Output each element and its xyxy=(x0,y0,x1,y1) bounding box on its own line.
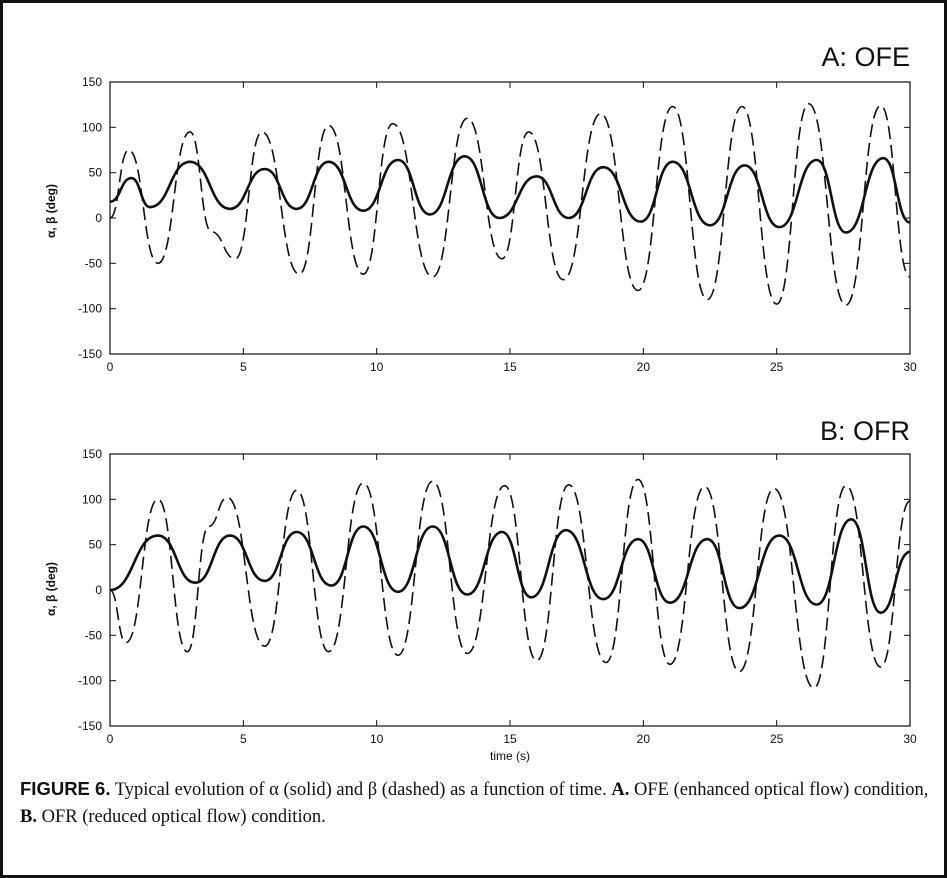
caption-b-label: B. xyxy=(20,807,37,827)
series-alpha-solid-line xyxy=(109,518,911,614)
x-tick-label: 0 xyxy=(107,732,114,746)
y-tick-label: -150 xyxy=(78,347,102,361)
caption-a-label: A. xyxy=(611,780,630,800)
x-tick-label: 5 xyxy=(240,360,247,374)
series-beta-dashed-line xyxy=(109,478,911,689)
y-tick-label: 150 xyxy=(82,447,102,461)
x-tick-label: 30 xyxy=(903,360,917,374)
x-tick-label: 30 xyxy=(903,732,917,746)
y-tick-label: -50 xyxy=(85,628,103,642)
y-tick-label: 100 xyxy=(82,492,102,506)
y-tick-label: -50 xyxy=(85,256,103,270)
series-layer xyxy=(109,103,911,306)
tick-layer: 0 5 10 15 20 25 30 150 100 50 0 -50 -100 -150 xyxy=(78,447,917,746)
y-tick-label: 150 xyxy=(82,75,102,89)
x-tick-label: 20 xyxy=(637,360,651,374)
x-tick-label: 0 xyxy=(107,360,114,374)
y-tick-label: -100 xyxy=(78,674,102,688)
x-axis-label: time (s) xyxy=(490,749,530,763)
caption-text: OFR (reduced optical flow) condition. xyxy=(36,807,326,827)
caption-text: Typical evolution of α (solid) and β (da… xyxy=(110,780,612,800)
caption-label: FIGURE 6. xyxy=(20,778,111,799)
x-tick-label: 10 xyxy=(370,732,384,746)
y-axis-label: α, β (deg) xyxy=(44,562,58,616)
tick-layer: 0 5 10 15 20 25 30 150 100 50 0 -50 -100 -150 xyxy=(78,75,917,374)
figure-caption: FIGURE 6. Typical evolution of α (solid)… xyxy=(20,775,935,831)
series-layer xyxy=(109,478,911,689)
x-tick-label: 15 xyxy=(503,732,517,746)
x-tick-label: 15 xyxy=(503,360,517,374)
y-tick-label: 0 xyxy=(95,211,102,225)
y-tick-label: 50 xyxy=(89,538,103,552)
y-tick-label: 50 xyxy=(89,166,103,180)
x-tick-label: 5 xyxy=(240,732,247,746)
panel-a: A: OFE α, β (deg) 0 5 10 15 20 25 30150100500-… xyxy=(44,42,917,374)
x-tick-label: 25 xyxy=(770,360,784,374)
panel-title: B: OFR xyxy=(820,416,910,446)
x-tick-label: 10 xyxy=(370,360,384,374)
plot-area xyxy=(109,453,911,727)
y-tick-label: -150 xyxy=(78,719,102,733)
y-tick-label: -100 xyxy=(78,302,102,316)
x-tick-label: 25 xyxy=(770,732,784,746)
panel-b: B: OFR α, β (deg) 0 5 10 15 20 25 30150100500-… xyxy=(44,416,917,763)
panel-title: A: OFE xyxy=(821,42,910,72)
caption-text: OFE (enhanced optical flow) condition, xyxy=(629,780,929,800)
y-axis-label: α, β (deg) xyxy=(44,184,58,238)
y-tick-label: 0 xyxy=(95,583,102,597)
series-beta-dashed-line xyxy=(109,103,911,306)
series-alpha-solid-line xyxy=(109,155,911,234)
x-tick-label: 20 xyxy=(637,732,651,746)
y-tick-label: 100 xyxy=(82,120,102,134)
